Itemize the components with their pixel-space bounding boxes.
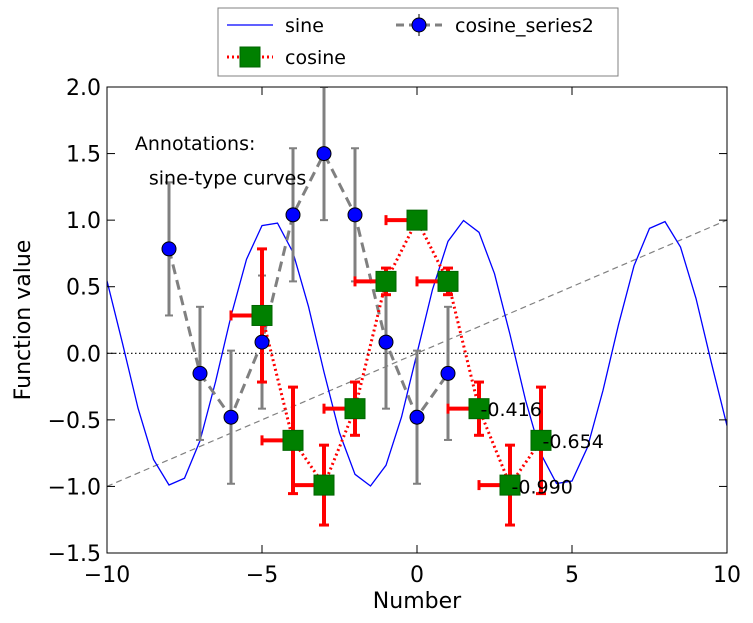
y-tick-label: −0.5 <box>48 409 101 434</box>
cosine-point <box>251 304 273 326</box>
cosine-point <box>375 270 397 292</box>
x-tick-label: −5 <box>246 563 278 588</box>
y-tick-label: −1.5 <box>48 542 101 567</box>
y-axis-label: Function value <box>11 240 36 401</box>
markers <box>161 146 552 496</box>
cosine-series2-point <box>409 409 425 425</box>
cosine-series2-point <box>192 365 208 381</box>
annotations: Annotations: sine-type curves -0.416-0.654… <box>135 133 604 499</box>
cosine-series2-point <box>285 207 301 223</box>
diagonal-reference-line <box>107 219 727 487</box>
legend-cosine-series2-label: cosine_series2 <box>455 15 594 37</box>
cosine-series2-point <box>378 334 394 350</box>
tick-labels: −10 −5 0 5 10 −1.5 −1.0 −0.5 0.0 0.5 1.0 1.5 2.0 <box>48 76 741 588</box>
cosine-series2-point <box>254 334 270 350</box>
cosine-point <box>406 209 428 231</box>
y-tick-label: 2.0 <box>66 76 101 101</box>
cosine-point <box>344 398 366 420</box>
annotation-text: -0.990 <box>512 476 573 498</box>
x-tick-label: 5 <box>565 563 579 588</box>
annotation-text: Annotations: <box>135 133 256 155</box>
cosine-series2-line <box>167 150 450 421</box>
y-tick-label: 0.5 <box>66 276 101 301</box>
cosine-line <box>260 216 543 489</box>
cosine-point <box>313 474 335 496</box>
cosine-point <box>530 429 552 451</box>
y-tick-label: 1.5 <box>66 143 101 168</box>
x-tick-label: 0 <box>410 563 424 588</box>
y-tick-label: −1.0 <box>48 475 101 500</box>
cosine-point <box>468 398 490 420</box>
cosine-series2-point <box>440 365 456 381</box>
y-tick-label: 1.0 <box>66 209 101 234</box>
y-tick-label: 0.0 <box>66 342 101 367</box>
annotation-text: sine-type curves <box>149 168 306 190</box>
x-axis-label: Number <box>373 589 462 614</box>
legend-cosine-series2-marker <box>411 17 427 33</box>
cosine-point <box>282 429 304 451</box>
x-tick-label: −10 <box>84 563 130 588</box>
legend-cosine-label: cosine <box>285 47 346 69</box>
cosine-point <box>499 474 521 496</box>
cosine-series2-point <box>316 146 332 162</box>
x-tick-label: 10 <box>713 563 741 588</box>
axis-ticks <box>106 86 728 554</box>
legend-sine-label: sine <box>285 15 324 37</box>
annotation-text: -0.416 <box>481 399 542 421</box>
cosine-series2-point <box>161 241 177 257</box>
cosine-series2-point <box>223 409 239 425</box>
legend-cosine-marker <box>239 46 261 68</box>
cosine-series2-point <box>347 207 363 223</box>
legend: sine cosine cosine_series2 <box>217 7 619 77</box>
annotation-text: -0.654 <box>543 431 604 453</box>
cosine-point <box>437 270 459 292</box>
